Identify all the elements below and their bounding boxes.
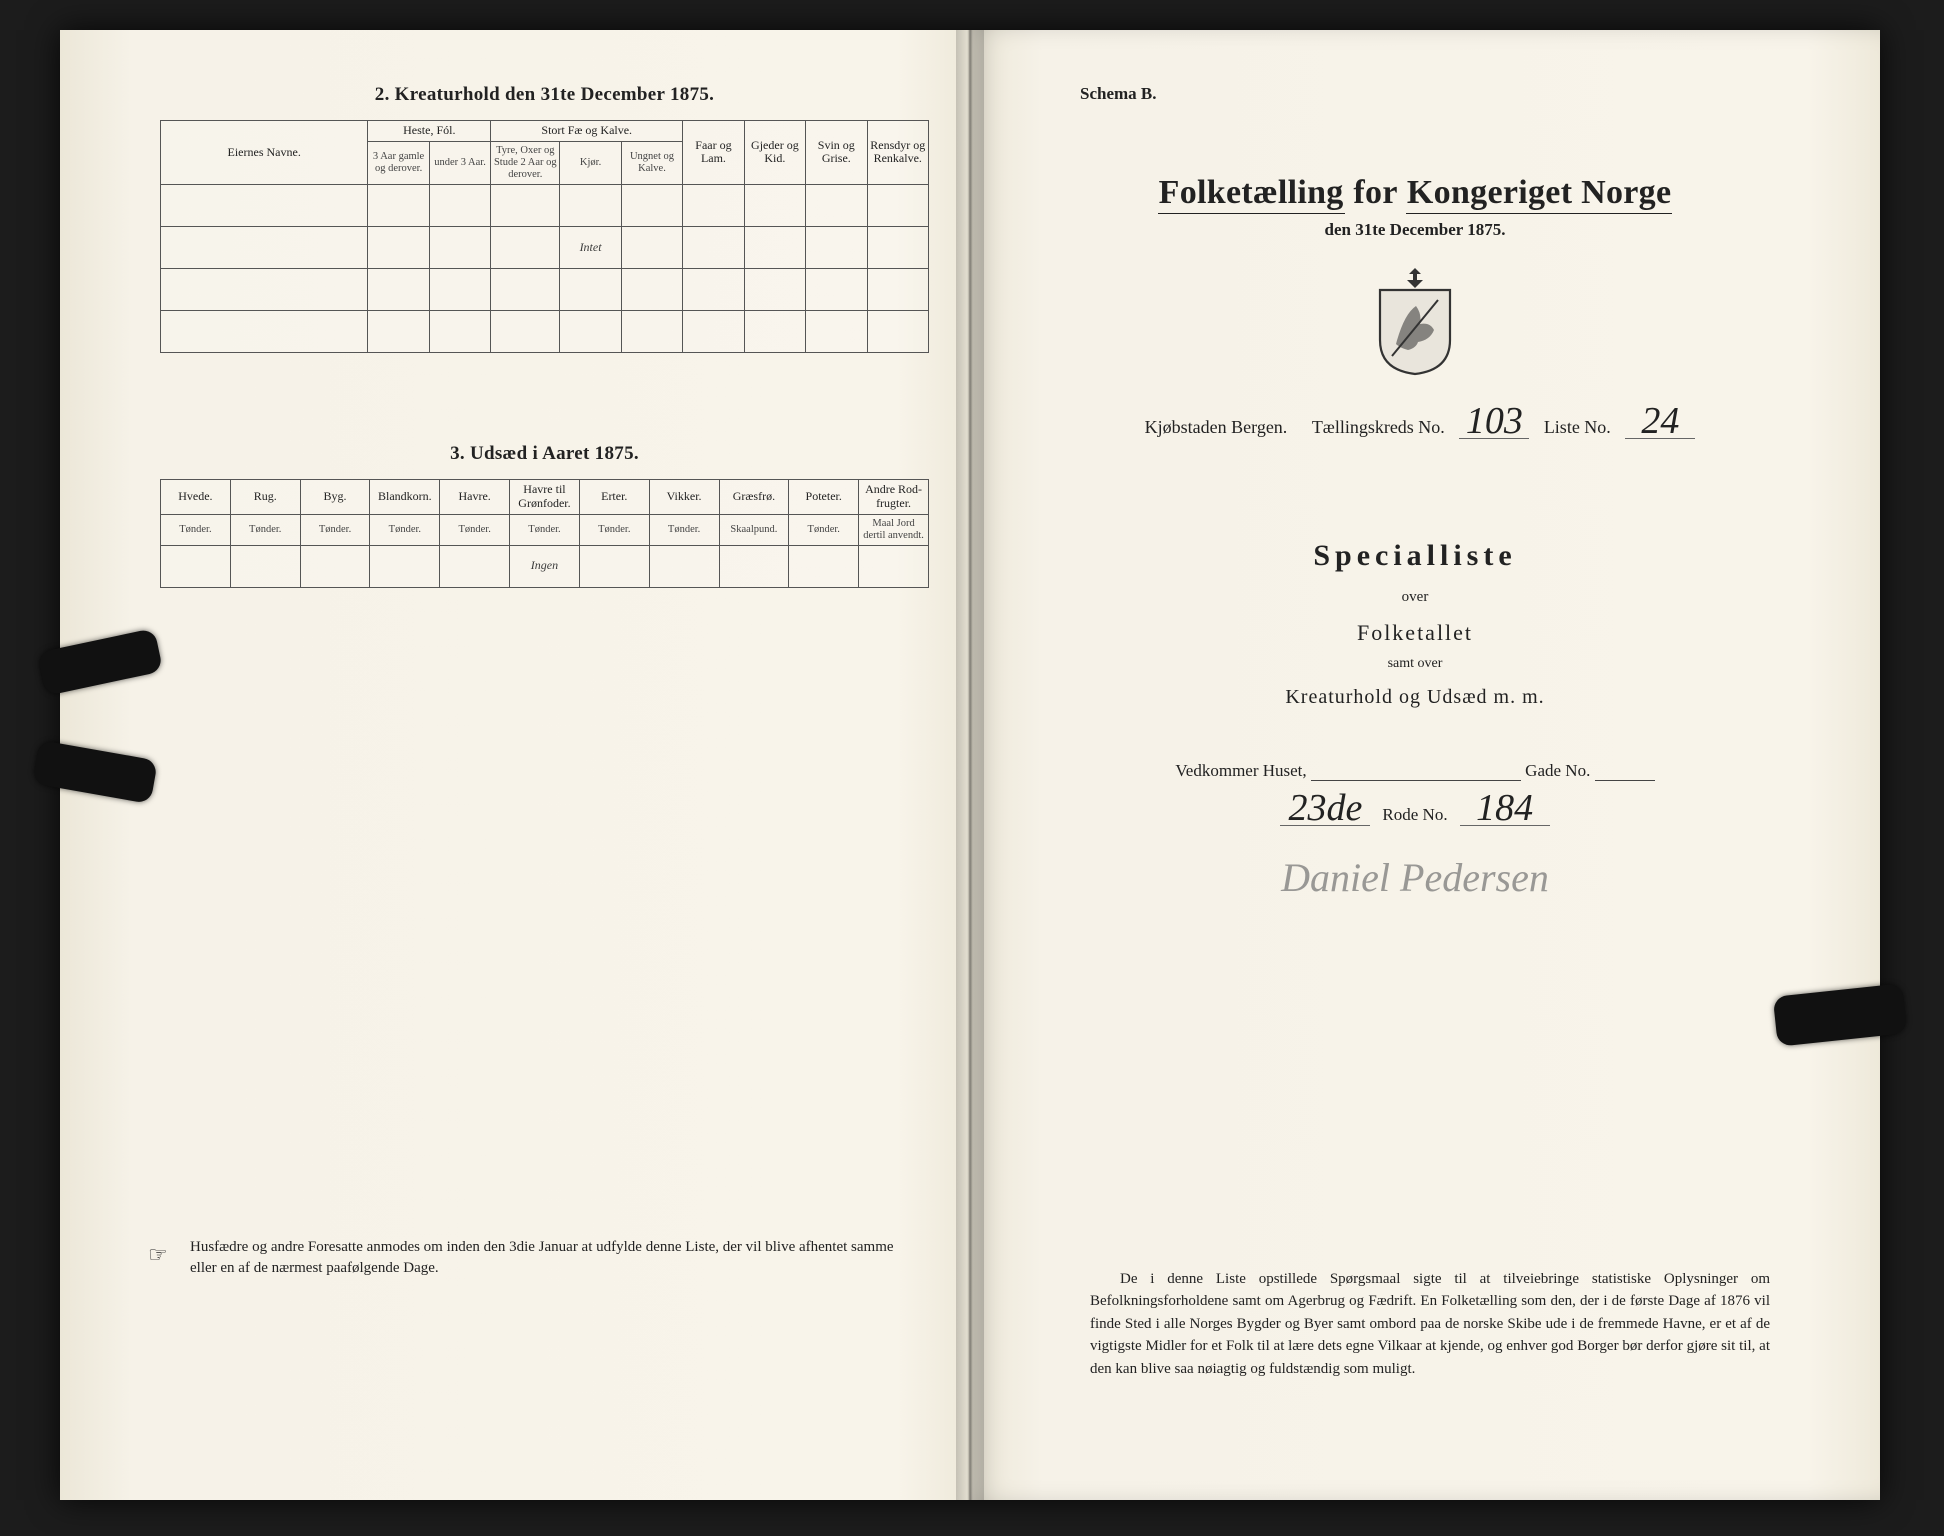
horse-a: 3 Aar gamle og derover. xyxy=(368,141,429,184)
c-rug: Rug. xyxy=(230,479,300,514)
u2: Tønder. xyxy=(230,514,300,545)
col-sheep: Faar og Lam. xyxy=(683,121,744,185)
u4: Tønder. xyxy=(370,514,440,545)
main-title: Folketælling for Kongeriget Norge xyxy=(1040,174,1790,212)
spec-folket: Folketallet xyxy=(1040,620,1790,646)
rode-val-a: 23de xyxy=(1280,791,1370,826)
gade-field xyxy=(1595,759,1655,781)
title-word-a: Folketælling xyxy=(1158,174,1345,214)
u11: Maal Jord dertil anvendt. xyxy=(859,514,929,545)
liste-value: 24 xyxy=(1625,404,1695,439)
bottom-paragraph: De i denne Liste opstillede Spørgsmaal s… xyxy=(1090,1268,1770,1381)
ident-line: Kjøbstaden Bergen. Tællingskreds No. 103… xyxy=(1040,404,1790,439)
c-byg: Byg. xyxy=(300,479,370,514)
liste-label: Liste No. xyxy=(1544,417,1611,437)
u3: Tønder. xyxy=(300,514,370,545)
c-rodfrugter: Andre Rod-frugter. xyxy=(859,479,929,514)
title-word-c: Kongeriget Norge xyxy=(1406,174,1672,214)
grp-cattle: Stort Fæ og Kalve. xyxy=(491,121,683,142)
pointing-hand-icon: ☞ xyxy=(148,1242,168,1268)
cattle-b: Kjør. xyxy=(560,141,621,184)
u8: Tønder. xyxy=(649,514,719,545)
house-field xyxy=(1311,759,1521,781)
c-havre-gron: Havre til Grønfoder. xyxy=(510,479,580,514)
house-label: Vedkommer Huset, xyxy=(1175,761,1306,780)
section2-title: 2. Kreaturhold den 31te December 1875. xyxy=(160,84,929,106)
u6: Tønder. xyxy=(510,514,580,545)
signature: Daniel Pedersen xyxy=(1040,854,1790,901)
section3-title: 3. Udsæd i Aaret 1875. xyxy=(160,443,929,465)
u9: Skaalpund. xyxy=(719,514,789,545)
house-line: Vedkommer Huset, Gade No. xyxy=(1040,759,1790,781)
rode-line: 23de Rode No. 184 xyxy=(1040,791,1790,826)
cattle-a: Tyre, Oxer og Stude 2 Aar og derover. xyxy=(491,141,560,184)
rode-val-b: 184 xyxy=(1460,791,1550,826)
u1: Tønder. xyxy=(161,514,231,545)
col-owner: Eiernes Navne. xyxy=(161,121,368,185)
c-graesfro: Græsfrø. xyxy=(719,479,789,514)
col-pig: Svin og Grise. xyxy=(806,121,867,185)
spec-title: Specialliste xyxy=(1040,539,1790,573)
left-page: 2. Kreaturhold den 31te December 1875. E… xyxy=(60,30,970,1500)
spec-samt: samt over xyxy=(1040,656,1790,672)
coat-of-arms-icon xyxy=(1370,266,1460,376)
kreds-value: 103 xyxy=(1459,404,1529,439)
cattle-c: Ungnet og Kalve. xyxy=(621,141,682,184)
u5: Tønder. xyxy=(440,514,510,545)
udsaed-entry: Ingen xyxy=(510,545,580,587)
gade-label: Gade No. xyxy=(1525,761,1590,780)
c-havre: Havre. xyxy=(440,479,510,514)
right-page: Schema B. Folketælling for Kongeriget No… xyxy=(970,30,1880,1500)
spec-kreat: Kreaturhold og Udsæd m. m. xyxy=(1040,686,1790,709)
c-poteter: Poteter. xyxy=(789,479,859,514)
scanner-bed: 2. Kreaturhold den 31te December 1875. E… xyxy=(0,0,1944,1536)
u10: Tønder. xyxy=(789,514,859,545)
spec-over: over xyxy=(1040,589,1790,606)
title-word-b: for xyxy=(1353,174,1397,211)
grp-horse: Heste, Fól. xyxy=(368,121,491,142)
title-date: den 31te December 1875. xyxy=(1040,220,1790,240)
open-book: 2. Kreaturhold den 31te December 1875. E… xyxy=(60,30,1880,1500)
col-reindeer: Rensdyr og Renkalve. xyxy=(867,121,928,185)
schema-label: Schema B. xyxy=(1080,84,1790,104)
kreds-label: Tællingskreds No. xyxy=(1312,417,1445,437)
kreaturhold-table: Eiernes Navne. Heste, Fól. Stort Fæ og K… xyxy=(160,120,929,353)
footer-note: Husfædre og andre Foresatte anmodes om i… xyxy=(190,1237,919,1281)
u7: Tønder. xyxy=(579,514,649,545)
town-label: Kjøbstaden Bergen. xyxy=(1145,417,1288,437)
c-blandkorn: Blandkorn. xyxy=(370,479,440,514)
kreatur-entry: Intet xyxy=(560,226,621,268)
c-hvede: Hvede. xyxy=(161,479,231,514)
col-goat: Gjeder og Kid. xyxy=(744,121,805,185)
c-vikker: Vikker. xyxy=(649,479,719,514)
rode-label: Rode No. xyxy=(1382,805,1447,824)
horse-b: under 3 Aar. xyxy=(429,141,490,184)
udsaed-table: Hvede. Rug. Byg. Blandkorn. Havre. Havre… xyxy=(160,479,929,588)
c-erter: Erter. xyxy=(579,479,649,514)
